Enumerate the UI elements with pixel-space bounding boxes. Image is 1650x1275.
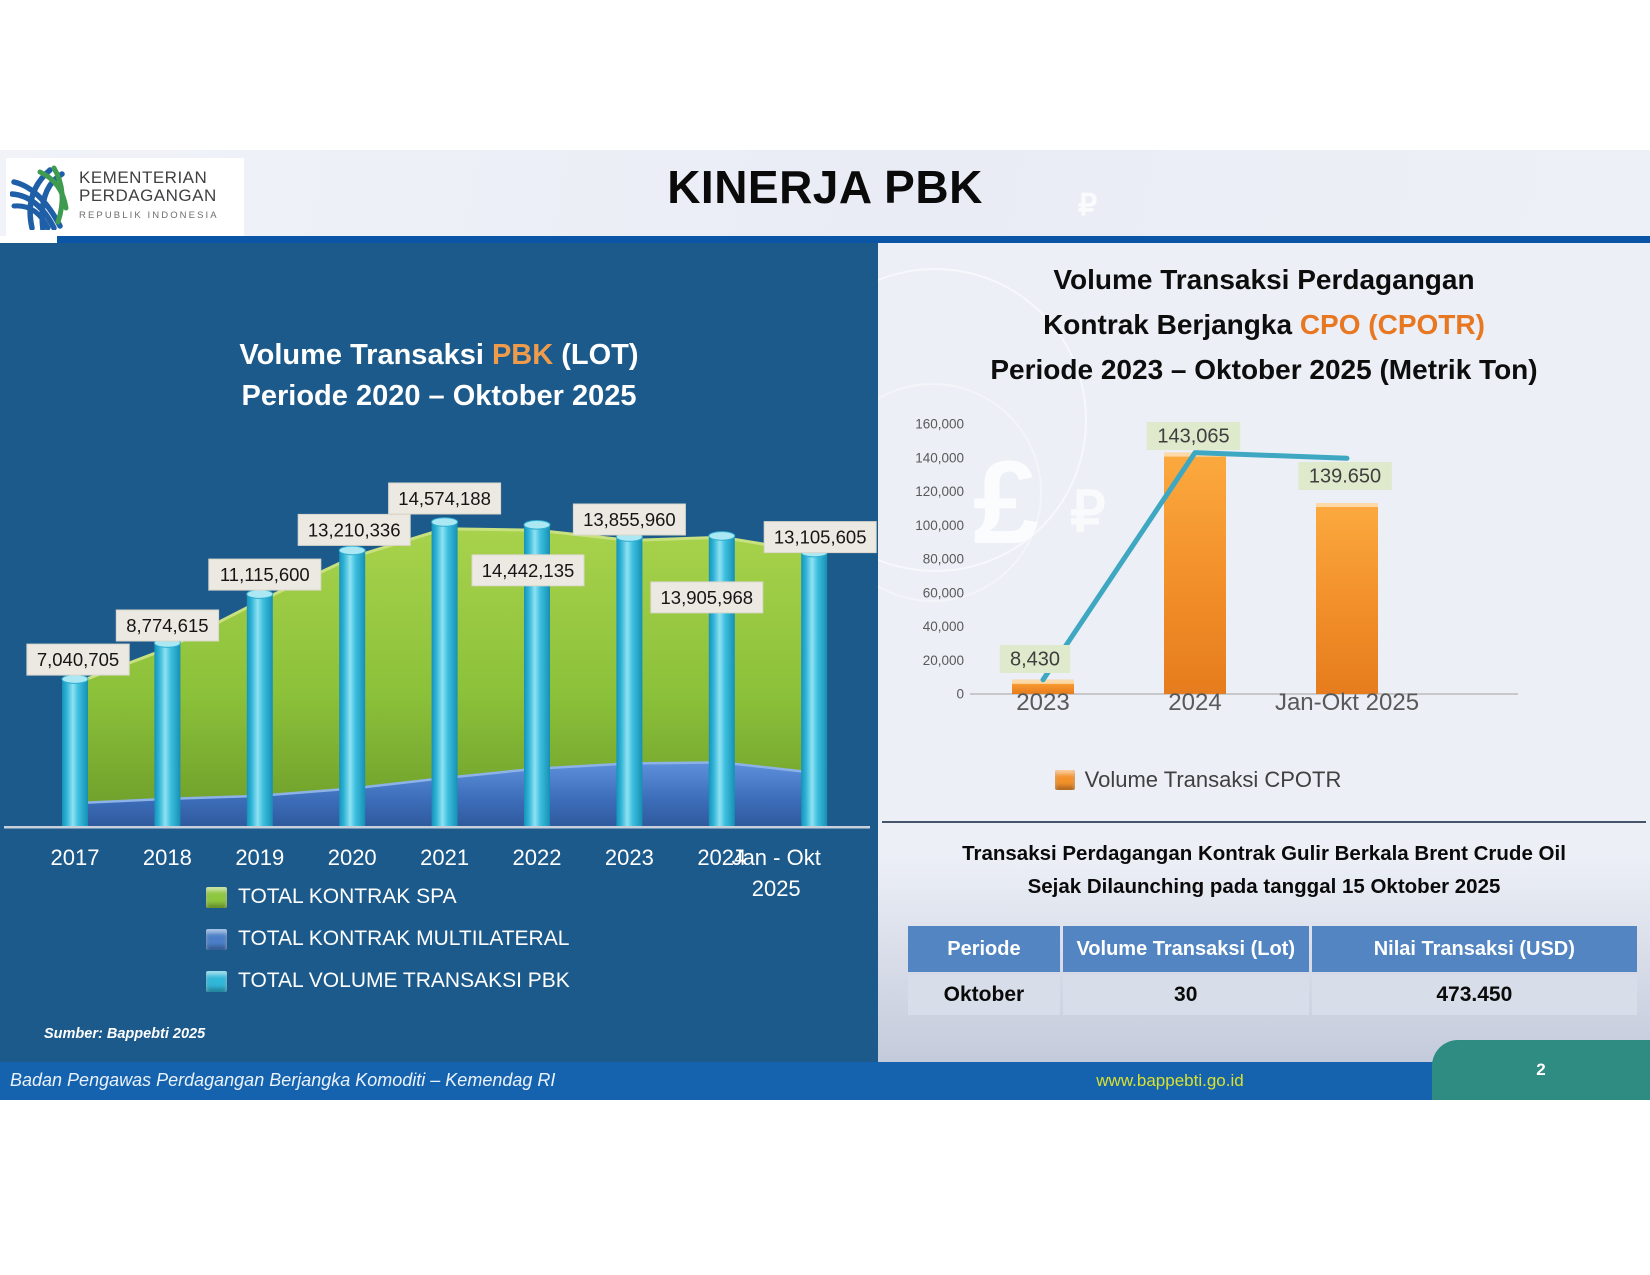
footer-url-link[interactable]: www.bappebti.go.id [1096, 1071, 1244, 1090]
svg-text:2023: 2023 [605, 845, 654, 870]
svg-text:0: 0 [956, 687, 964, 702]
svg-text:7,040,705: 7,040,705 [37, 649, 119, 670]
pbk-chart-subtitle: Periode 2020 – Oktober 2025 [241, 380, 637, 412]
cell-volume: 30 [1062, 975, 1309, 1015]
svg-text:13,855,960: 13,855,960 [583, 509, 676, 530]
svg-text:143,065: 143,065 [1157, 426, 1229, 448]
svg-text:14,442,135: 14,442,135 [482, 560, 575, 581]
legend-swatch-total-icon [206, 970, 227, 992]
svg-text:2019: 2019 [235, 845, 284, 870]
logo-line3: REPUBLIK INDONESIA [79, 210, 219, 221]
legend-item-spa: TOTAL KONTRAK SPA [206, 885, 570, 909]
ministry-logo-text: KEMENTERIAN PERDAGANGAN REPUBLIK INDONES… [79, 169, 219, 225]
cpotr-legend: Volume Transaksi CPOTR [878, 767, 1518, 793]
svg-text:2023: 2023 [1016, 689, 1069, 716]
svg-text:2018: 2018 [143, 845, 192, 870]
ministry-logo: KEMENTERIAN PERDAGANGAN REPUBLIK INDONES… [6, 158, 244, 236]
svg-text:2024: 2024 [1168, 689, 1221, 716]
col-volume-lot: Volume Transaksi (Lot) [1062, 926, 1309, 972]
ruble-watermark: ₽ [1078, 189, 1098, 222]
svg-text:2020: 2020 [328, 845, 377, 870]
svg-text:13,105,605: 13,105,605 [774, 527, 867, 548]
logo-line2: PERDAGANGAN [79, 186, 217, 205]
header: KINERJA PBK ₽ KEMENTERIAN PERDAGANGAN RE… [0, 150, 1650, 236]
svg-text:2017: 2017 [51, 845, 100, 870]
legend-item-total-pbk: TOTAL VOLUME TRANSAKSI PBK [206, 969, 570, 993]
legend-item-multilateral: TOTAL KONTRAK MULTILATERAL [206, 927, 570, 951]
legend-swatch-cpotr-icon [1054, 770, 1075, 790]
svg-text:139.650: 139.650 [1309, 466, 1381, 488]
source-note: Sumber: Bappebti 2025 [44, 1026, 206, 1042]
brent-table-title: Transaksi Perdagangan Kontrak Gulir Berk… [962, 842, 1566, 898]
cell-nilai: 473.450 [1311, 975, 1637, 1015]
brent-transactions-table: Periode Volume Transaksi (Lot) Nilai Tra… [905, 923, 1640, 1018]
section-divider [882, 821, 1646, 823]
svg-text:8,774,615: 8,774,615 [126, 615, 208, 636]
svg-text:Jan-Okt 2025: Jan-Okt 2025 [1275, 689, 1419, 716]
cpo-accent: CPO (CPOTR) [1299, 309, 1485, 340]
svg-text:13,210,336: 13,210,336 [308, 519, 401, 540]
svg-text:14,574,188: 14,574,188 [398, 488, 491, 509]
legend-swatch-multilateral-icon [206, 928, 227, 950]
pbk-chart-title: Volume Transaksi PBK (LOT) Periode 2020 … [0, 335, 878, 417]
svg-text:8,430: 8,430 [1010, 649, 1060, 671]
table-header-row: Periode Volume Transaksi (Lot) Nilai Tra… [908, 926, 1637, 972]
pbk-accent: PBK [491, 339, 554, 371]
footer: Badan Pengawas Perdagangan Berjangka Kom… [0, 1062, 1650, 1100]
pbk-chart-legend: TOTAL KONTRAK SPA TOTAL KONTRAK MULTILAT… [206, 885, 570, 993]
svg-text:2022: 2022 [513, 845, 562, 870]
col-nilai-usd: Nilai Transaksi (USD) [1311, 926, 1637, 972]
table-row: Oktober 30 473.450 [908, 975, 1637, 1015]
svg-text:40,000: 40,000 [923, 619, 964, 634]
page-number: 2 [1536, 1060, 1546, 1079]
svg-text:20,000: 20,000 [923, 653, 964, 668]
svg-text:2021: 2021 [420, 845, 469, 870]
svg-text:2024: 2024 [697, 845, 746, 870]
pound-watermark: £ [973, 437, 1039, 569]
svg-text:13,905,968: 13,905,968 [661, 587, 754, 608]
svg-text:11,115,600: 11,115,600 [220, 564, 310, 585]
ruble-watermark-2: ₽ [1070, 480, 1106, 543]
page-number-badge: 2 [1432, 1040, 1650, 1100]
pbk-volume-panel: Volume Transaksi PBK (LOT) Periode 2020 … [0, 243, 878, 1062]
ministry-logo-icon [10, 165, 69, 230]
cell-periode: Oktober [908, 975, 1060, 1015]
col-periode: Periode [908, 926, 1060, 972]
legend-swatch-spa-icon [206, 886, 227, 908]
header-rule [57, 236, 1650, 243]
page-title: KINERJA PBK [667, 161, 983, 213]
cpotr-chart-title: Volume Transaksi Perdagangan Kontrak Ber… [990, 264, 1538, 385]
logo-line1: KEMENTERIAN [79, 168, 208, 187]
footer-org-text: Badan Pengawas Perdagangan Berjangka Kom… [10, 1070, 556, 1090]
cpotr-panel: £ ₽ Volume Transaksi Perdagangan Kontrak… [878, 243, 1650, 1062]
